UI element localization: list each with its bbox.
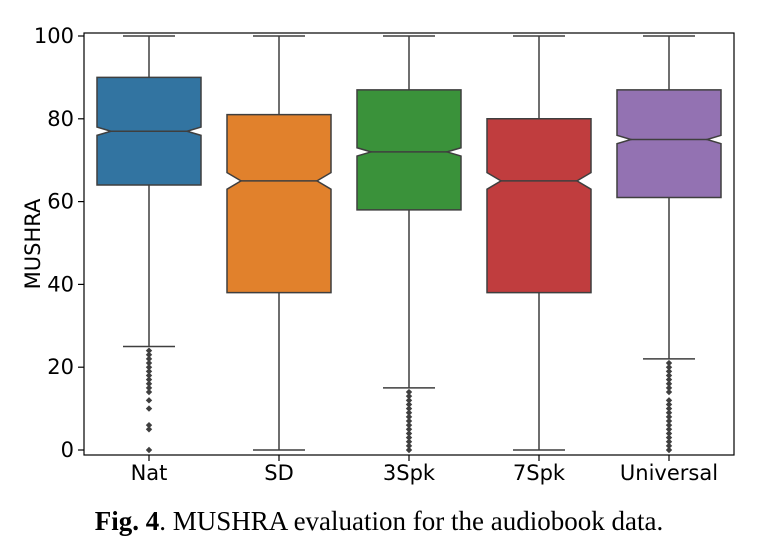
x-tick-label: 7Spk xyxy=(513,461,566,485)
y-axis: 0 20 40 60 80 100 xyxy=(34,24,84,462)
outlier-point xyxy=(665,434,673,441)
outlier-point xyxy=(665,388,673,396)
outlier-point xyxy=(145,446,153,454)
outlier-point xyxy=(405,405,413,412)
outlier-point xyxy=(145,355,153,363)
outlier-point xyxy=(665,426,673,433)
box-body xyxy=(486,118,592,294)
outlier-point xyxy=(145,351,153,358)
y-tick-label: 80 xyxy=(47,107,74,131)
y-tick-label: 60 xyxy=(47,190,74,214)
outlier-point xyxy=(665,401,673,408)
outlier-point xyxy=(405,417,413,425)
outlier-point xyxy=(145,388,153,396)
box-body xyxy=(226,113,332,294)
box-3spk xyxy=(356,35,462,454)
outlier-point xyxy=(665,364,673,371)
outlier-point xyxy=(145,376,153,383)
outlier-point xyxy=(665,397,673,404)
box-body xyxy=(616,89,722,199)
outlier-point xyxy=(665,405,673,412)
outlier-point xyxy=(405,388,413,396)
outlier-point xyxy=(145,397,153,404)
outlier-point xyxy=(405,442,413,450)
y-tick-label: 0 xyxy=(61,438,74,462)
box-7spk xyxy=(486,35,592,451)
box-universal xyxy=(616,35,722,454)
outlier-point xyxy=(665,438,673,445)
y-axis-title: MUSHRA xyxy=(21,198,45,289)
outlier-point xyxy=(405,421,413,429)
x-tick-label: Nat xyxy=(131,461,168,485)
outlier-point xyxy=(405,409,413,416)
outlier-point xyxy=(145,359,153,367)
outlier-point xyxy=(145,421,153,429)
outlier-point xyxy=(405,434,413,441)
figure-caption: Fig. 4. MUSHRA evaluation for the audiob… xyxy=(0,506,758,537)
outlier-point xyxy=(665,446,673,454)
outlier-point xyxy=(405,438,413,445)
x-axis: Nat SD 3Spk 7Spk Universal xyxy=(131,455,718,485)
box-sd xyxy=(226,35,332,451)
outlier-point xyxy=(145,426,153,433)
outlier-point xyxy=(665,359,673,367)
outlier-point xyxy=(405,401,413,408)
outlier-point xyxy=(145,384,153,392)
outlier-point xyxy=(145,405,153,412)
outlier-point xyxy=(145,380,153,387)
outlier-point xyxy=(665,380,673,387)
mushra-boxplot: 0 20 40 60 80 100 Nat SD 3Spk 7Spk Universal MUSH… xyxy=(21,24,735,485)
outlier-point xyxy=(405,413,413,421)
box-body xyxy=(356,89,462,211)
y-tick-label: 40 xyxy=(47,272,74,296)
y-tick-label: 100 xyxy=(34,24,74,48)
outlier-point xyxy=(665,421,673,429)
outlier-point xyxy=(145,372,153,379)
outlier-point xyxy=(665,442,673,450)
outlier-point xyxy=(145,368,153,375)
x-tick-label: Universal xyxy=(620,461,718,485)
outlier-point xyxy=(145,347,153,354)
plot-area xyxy=(96,35,722,454)
outlier-point xyxy=(405,430,413,437)
outlier-point xyxy=(665,417,673,425)
y-tick-label: 20 xyxy=(47,355,74,379)
outlier-point xyxy=(665,376,673,383)
outlier-point xyxy=(665,372,673,379)
outlier-point xyxy=(405,397,413,404)
outlier-point xyxy=(665,368,673,375)
x-tick-label: SD xyxy=(264,461,294,485)
caption-text: . MUSHRA evaluation for the audiobook da… xyxy=(159,506,664,536)
outlier-point xyxy=(665,384,673,392)
outlier-point xyxy=(665,430,673,437)
outlier-point xyxy=(405,426,413,433)
outlier-point xyxy=(665,409,673,416)
x-tick-label: 3Spk xyxy=(383,461,436,485)
outlier-point xyxy=(145,364,153,371)
box-nat xyxy=(96,35,202,454)
figure-label: Fig. 4 xyxy=(94,506,160,536)
plot-frame xyxy=(83,32,735,456)
outlier-point xyxy=(405,446,413,454)
outlier-point xyxy=(665,413,673,421)
outlier-point xyxy=(405,392,413,400)
